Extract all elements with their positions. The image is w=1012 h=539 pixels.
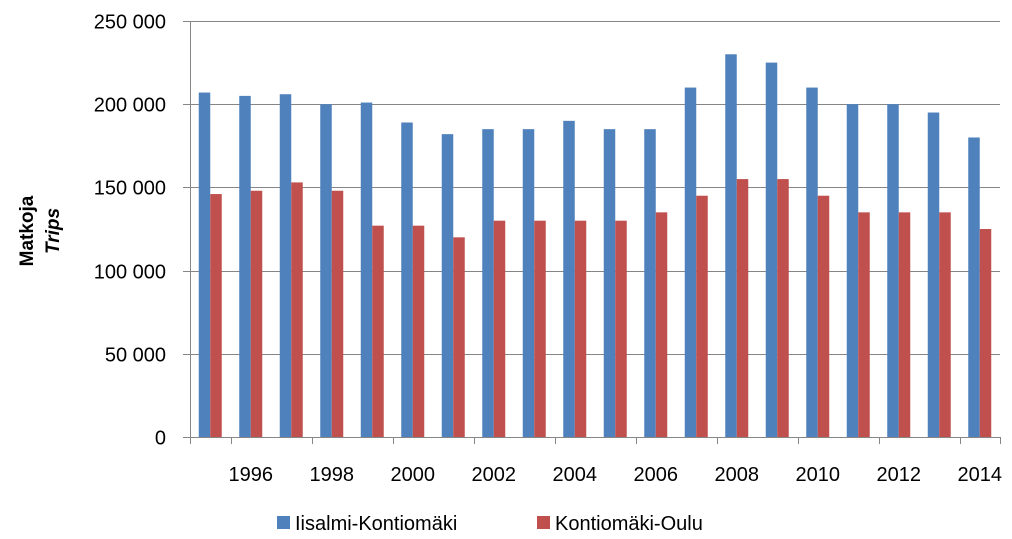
bar-series-1 — [563, 120, 575, 437]
bar-series-1 — [684, 87, 697, 437]
bar-series-2 — [817, 195, 830, 437]
bar-series-2 — [412, 225, 425, 437]
bar-series-1 — [482, 129, 494, 437]
y-axis-label: Matkoja — [17, 195, 38, 266]
bar-series-1 — [360, 102, 373, 437]
bar-series-2 — [210, 194, 222, 437]
gridlines — [190, 21, 1000, 355]
bar-series-1 — [279, 94, 292, 437]
y-tick-label: 100 000 — [94, 262, 166, 284]
bar-series-1 — [441, 134, 454, 437]
bar-series-2 — [736, 179, 749, 437]
y-tick-label: 150 000 — [94, 178, 166, 200]
bar-series-2 — [493, 220, 506, 437]
legend: Iisalmi-Kontiomäki Kontiomäki-Oulu — [277, 513, 703, 535]
bar-series-2 — [372, 225, 384, 437]
bar-series-2 — [291, 182, 303, 437]
x-tick-label: 1998 — [310, 464, 355, 486]
y-tick-label: 200 000 — [94, 95, 166, 117]
x-tick-label: 2010 — [796, 464, 841, 486]
bar-series-1 — [198, 92, 211, 438]
bar-series-2 — [534, 220, 546, 437]
bar-series-2 — [331, 190, 344, 437]
x-tick-label: 2002 — [472, 464, 517, 486]
x-tick-label: 2000 — [391, 464, 436, 486]
bar-series-2 — [615, 220, 627, 437]
x-tick-label: 2004 — [553, 464, 598, 486]
legend-label-series-2: Kontiomäki-Oulu — [555, 513, 703, 535]
x-tick-label: 2008 — [715, 464, 760, 486]
bar-series-1 — [846, 104, 859, 437]
bars — [198, 54, 992, 438]
bar-series-1 — [522, 129, 535, 437]
bar-series-1 — [887, 104, 899, 437]
x-tick-label: 2006 — [634, 464, 679, 486]
bar-series-1 — [320, 104, 332, 437]
y-axis-label-en: Trips — [43, 208, 64, 254]
bar-series-2 — [939, 212, 951, 437]
x-tick-label: 2014 — [958, 464, 1003, 486]
x-tick-label: 1996 — [229, 464, 274, 486]
y-tick-label: 0 — [155, 428, 166, 450]
bar-series-2 — [858, 212, 870, 437]
bar-series-2 — [655, 212, 668, 437]
x-tick-label: 2012 — [877, 464, 922, 486]
bar-series-1 — [806, 87, 818, 437]
bar-series-2 — [696, 195, 708, 437]
bar-series-1 — [765, 62, 778, 437]
x-axis-ticks: 1996 1998 2000 2002 2004 2006 2008 2010 2012 2014 — [190, 437, 1003, 486]
axes — [190, 21, 1000, 438]
bar-series-1 — [927, 112, 940, 438]
bar-series-1 — [644, 129, 656, 437]
legend-label-series-1: Iisalmi-Kontiomäki — [295, 513, 457, 535]
bar-series-2 — [574, 220, 587, 437]
bar-series-1 — [239, 95, 251, 437]
bar-series-1 — [725, 54, 737, 437]
bar-series-1 — [603, 129, 616, 437]
bar-series-2 — [898, 212, 911, 437]
y-axis-ticks: 0 50 000 100 000 150 000 200 000 250 000 — [94, 12, 190, 450]
y-axis-title: Matkoja Trips — [17, 195, 64, 266]
legend-swatch-series-1 — [277, 516, 290, 529]
bar-series-2 — [250, 190, 263, 437]
legend-swatch-series-2 — [537, 516, 550, 529]
bar-series-2 — [453, 237, 465, 437]
y-tick-label: 50 000 — [105, 345, 166, 367]
bar-series-2 — [777, 179, 789, 437]
bar-series-2 — [979, 229, 992, 437]
bar-series-1 — [401, 122, 413, 437]
bar-series-1 — [968, 137, 980, 438]
y-tick-label: 250 000 — [94, 12, 166, 34]
